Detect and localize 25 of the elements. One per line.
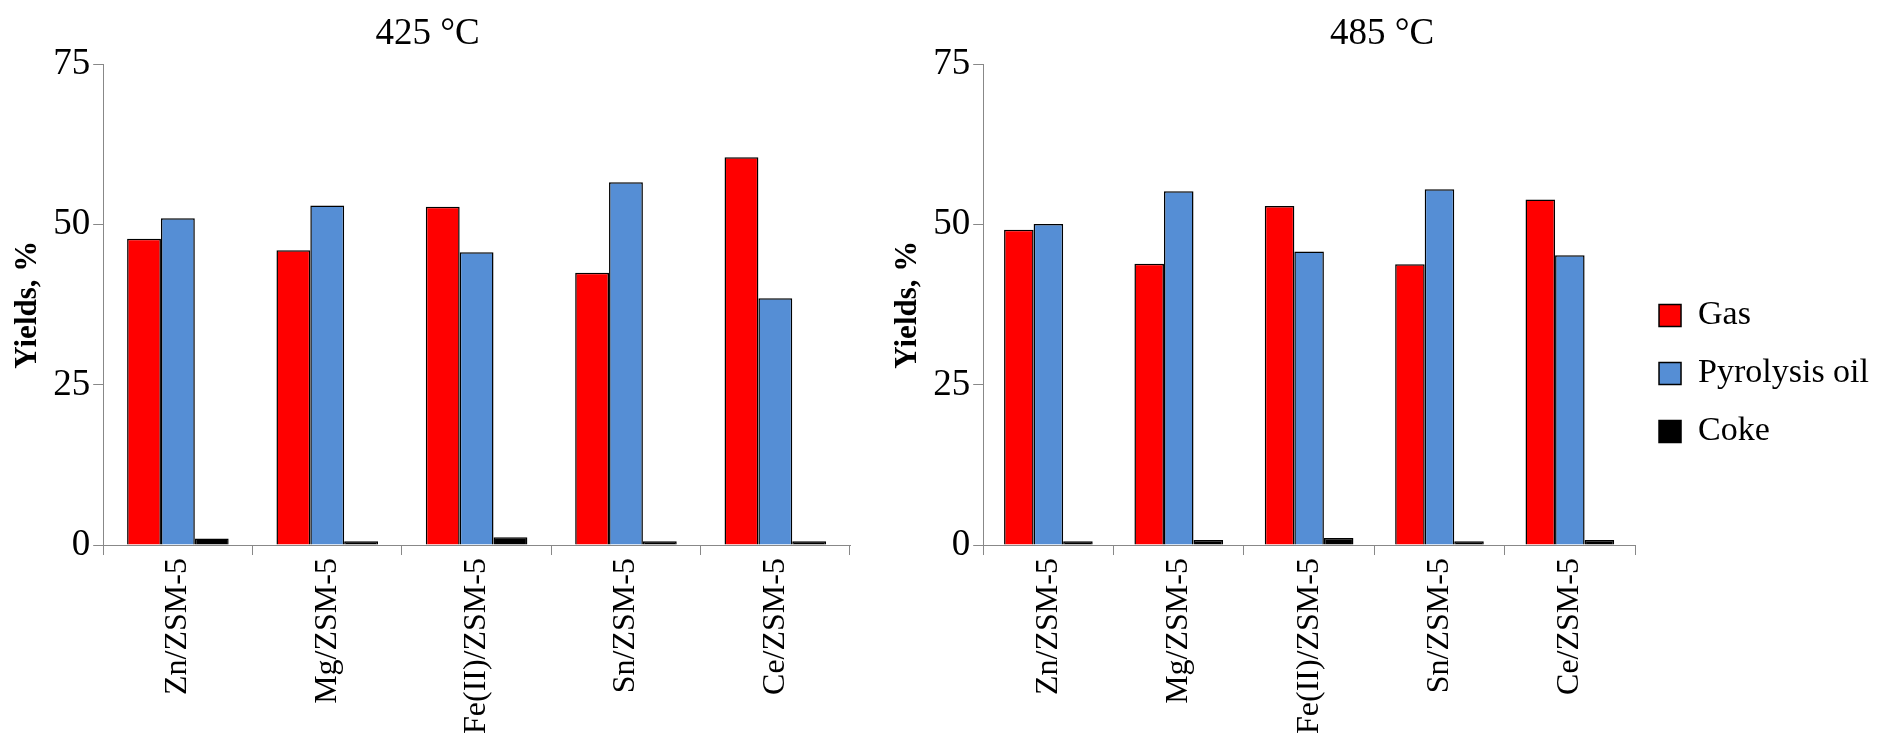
x-tick-label: Zn/ZSM-5 [157,558,194,695]
y-tick-label: 75 [53,41,91,83]
y-tick-label: 0 [951,521,971,563]
x-tick-label: Ce/ZSM-5 [1549,558,1586,695]
y-tick-label: 50 [53,201,91,243]
y-tick-label: 0 [71,521,91,563]
x-tick-label: Ce/ZSM-5 [754,558,791,695]
y-axis-title: Yields, % [887,240,923,369]
y-axis-title: Yields, % [7,240,43,369]
x-tick-label: Sn/ZSM-5 [605,558,642,694]
x-tick-label: Mg/ZSM-5 [306,558,343,704]
legend-label: Coke [1698,410,1770,448]
legend-label: Gas [1698,294,1751,332]
x-tick-label: Zn/ZSM-5 [1027,558,1064,695]
y-tick-label: 25 [53,361,91,403]
y-tick-label: 75 [933,41,971,83]
x-tick-label: Fe(II)/ZSM-5 [456,558,493,734]
x-tick-label: Fe(II)/ZSM-5 [1288,558,1325,734]
x-tick-label: Mg/ZSM-5 [1158,558,1195,704]
chart-title: 425 °C [375,10,480,52]
legend-label: Pyrolysis oil [1698,352,1869,390]
x-tick-label: Sn/ZSM-5 [1418,558,1455,694]
chart-title: 485 °C [1329,10,1435,52]
y-tick-label: 25 [933,361,971,403]
y-tick-label: 50 [933,201,971,243]
